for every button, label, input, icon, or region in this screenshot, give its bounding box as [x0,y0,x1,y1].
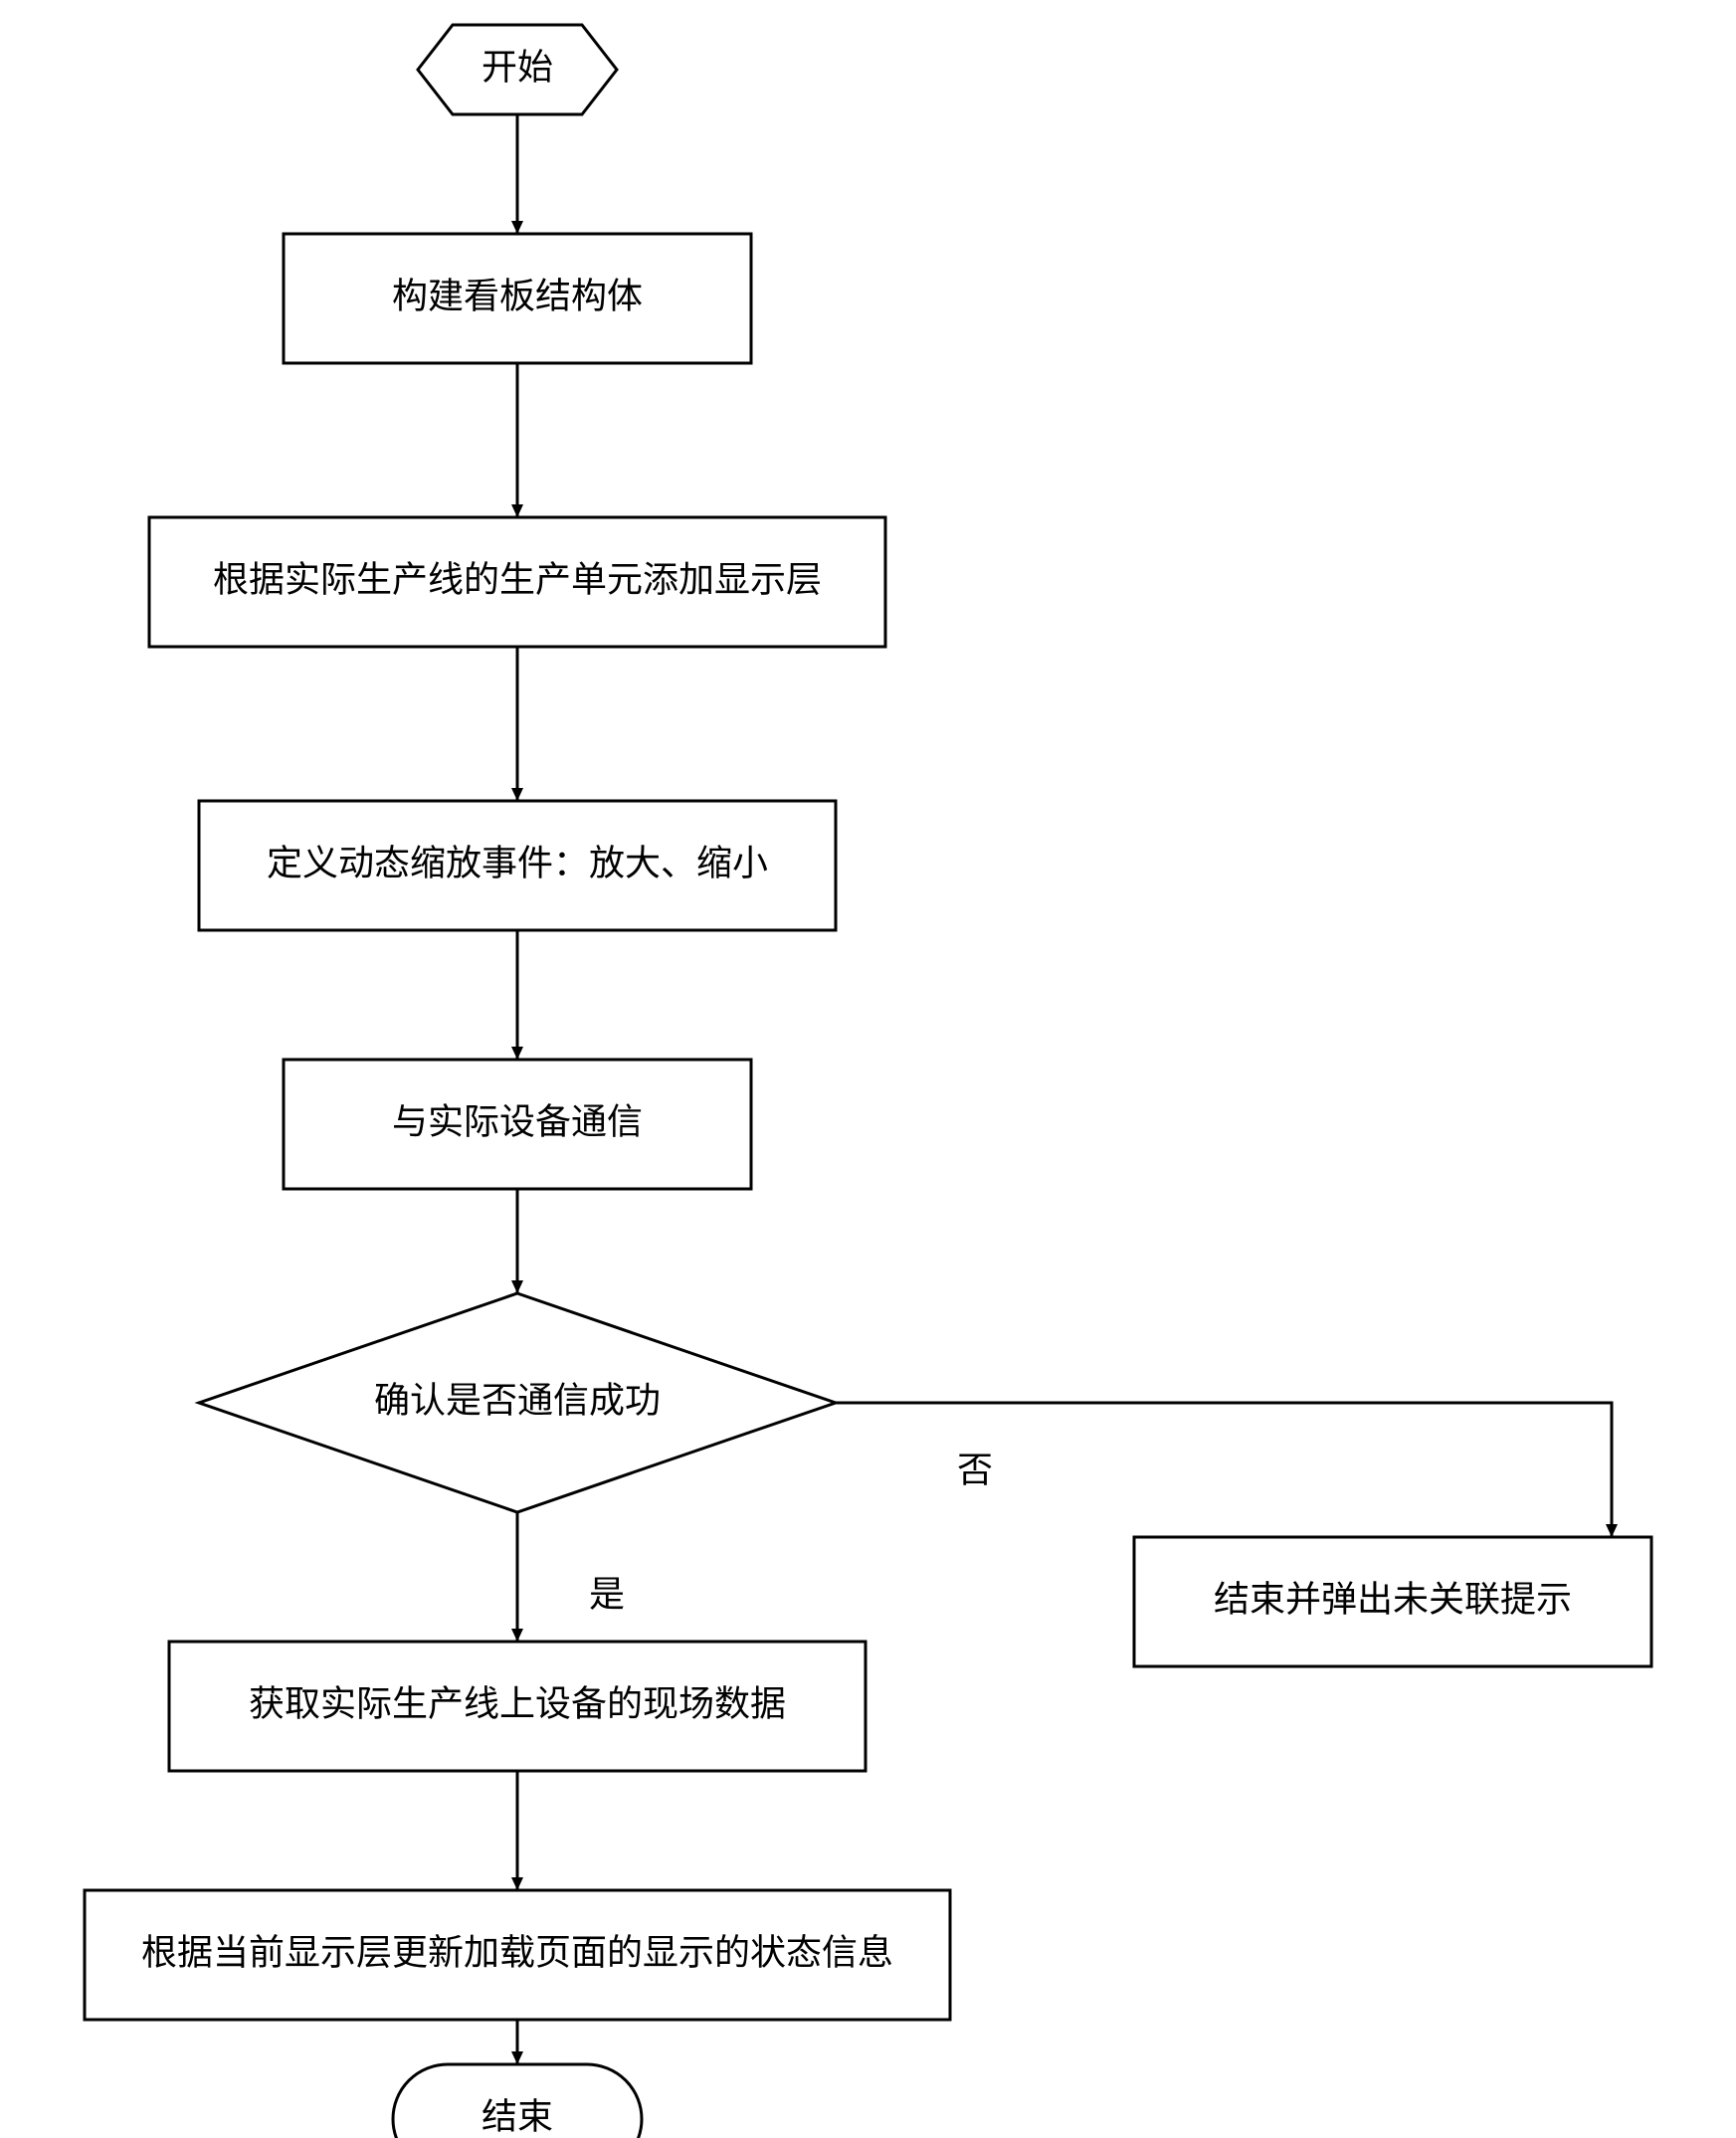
edge-decision-to-end-prompt [836,1403,1612,1537]
nodes: 开始构建看板结构体根据实际生产线的生产单元添加显示层定义动态缩放事件：放大、缩小… [85,25,1651,2138]
node-decision-label: 确认是否通信成功 [374,1380,661,1421]
node-no-label-label: 否 [957,1450,993,1490]
node-build-label: 构建看板结构体 [392,276,643,316]
node-yes-label: 是 [589,1574,625,1615]
node-end-prompt-label: 结束并弹出未关联提示 [1214,1579,1572,1620]
node-end-label: 结束 [482,2096,553,2137]
node-add-layer: 根据实际生产线的生产单元添加显示层 [149,517,885,647]
node-start: 开始 [418,25,617,114]
flowchart-canvas: 开始构建看板结构体根据实际生产线的生产单元添加显示层定义动态缩放事件：放大、缩小… [0,0,1736,2138]
node-yes-label-label: 是 [589,1574,625,1615]
node-build: 构建看板结构体 [284,234,751,363]
node-decision: 确认是否通信成功 [199,1293,836,1512]
node-fetch-data: 获取实际生产线上设备的现场数据 [169,1642,866,1771]
node-communicate-label: 与实际设备通信 [392,1101,643,1142]
node-start-label: 开始 [482,47,553,88]
node-define-zoom-label: 定义动态缩放事件：放大、缩小 [267,843,768,883]
node-end: 结束 [393,2064,642,2138]
node-no-label: 否 [957,1450,993,1490]
node-end-prompt: 结束并弹出未关联提示 [1134,1537,1651,1666]
node-fetch-data-label: 获取实际生产线上设备的现场数据 [249,1683,786,1724]
node-update-status: 根据当前显示层更新加载页面的显示的状态信息 [85,1890,950,2020]
node-update-status-label: 根据当前显示层更新加载页面的显示的状态信息 [141,1932,893,1973]
node-define-zoom: 定义动态缩放事件：放大、缩小 [199,801,836,930]
node-add-layer-label: 根据实际生产线的生产单元添加显示层 [213,559,822,600]
node-communicate: 与实际设备通信 [284,1060,751,1189]
